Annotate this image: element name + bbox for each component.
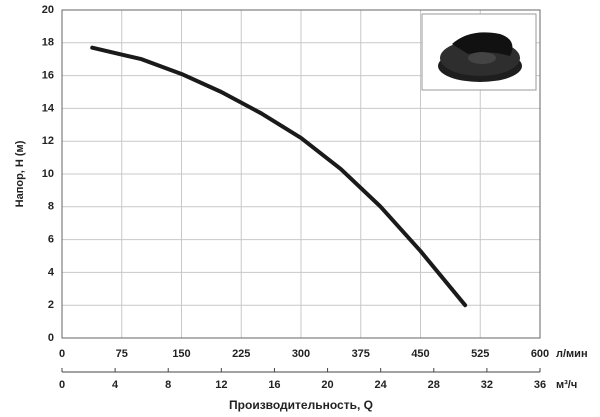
y-tick-label: 6: [48, 234, 54, 246]
x2-unit: м³/ч: [556, 379, 577, 391]
x2-tick-label: 4: [112, 379, 119, 391]
x-tick-label: 150: [172, 348, 190, 360]
x2-tick-label: 32: [481, 379, 493, 391]
y-tick-label: 14: [42, 102, 55, 114]
x-tick-label: 75: [116, 348, 128, 360]
y-tick-label: 20: [42, 4, 54, 16]
x2-tick-label: 24: [375, 379, 388, 391]
y-tick-label: 0: [48, 332, 54, 344]
y-tick-label: 16: [42, 70, 54, 82]
x-axis-title: Производительность, Q: [229, 398, 373, 412]
x-tick-label: 600: [531, 348, 549, 360]
plot-frame: [61, 9, 541, 339]
y-tick-label: 18: [42, 37, 54, 49]
x2-tick-label: 20: [321, 379, 333, 391]
x2-tick-label: 36: [534, 379, 546, 391]
y-tick-label: 4: [48, 266, 55, 278]
y-tick-label: 10: [42, 168, 54, 180]
x-tick-label: 225: [232, 348, 250, 360]
x-unit: л/мин: [556, 348, 588, 360]
x-tick-label: 0: [59, 348, 65, 360]
y-tick-label: 2: [48, 299, 54, 311]
x-tick-label: 375: [352, 348, 370, 360]
y-tick-label: 12: [42, 135, 54, 147]
x-tick-label: 300: [292, 348, 310, 360]
x2-tick-label: 8: [165, 379, 171, 391]
y-tick-label: 8: [48, 201, 54, 213]
pump-image: [421, 13, 537, 91]
y-axis-title: Напор, H (м): [14, 140, 26, 207]
x-tick-label: 525: [471, 348, 489, 360]
x2-tick-label: 16: [268, 379, 280, 391]
x2-tick-label: 28: [428, 379, 440, 391]
curve: [90, 45, 468, 308]
x2-tick-label: 12: [215, 379, 227, 391]
x2-tick-label: 0: [59, 379, 65, 391]
x-tick-label: 450: [411, 348, 429, 360]
